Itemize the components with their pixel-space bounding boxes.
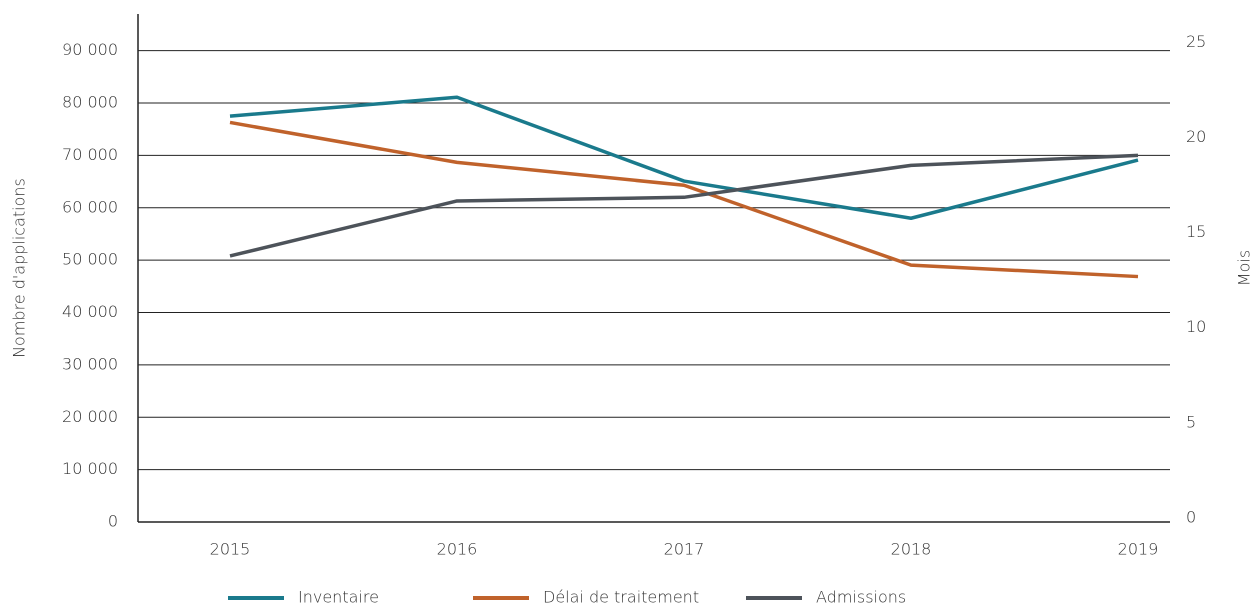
series-line: [229, 120, 1139, 279]
y2-tick-label: 0: [1186, 508, 1196, 527]
y-tick-label: 70 000: [62, 145, 118, 164]
y-tick-label: 40 000: [62, 302, 118, 321]
y2-tick-label: 10: [1186, 317, 1206, 336]
x-tick-label: 2018: [891, 540, 932, 559]
y-tick-label: 90 000: [62, 40, 118, 59]
x-tick-label: 2015: [210, 540, 251, 559]
y2-tick-label: 20: [1186, 127, 1206, 146]
y2-axis-label: Mois: [1235, 250, 1254, 286]
y2-tick-label: 25: [1186, 32, 1206, 51]
legend-label: Délai de traitement: [543, 588, 699, 607]
x-tick-label: 2019: [1118, 540, 1159, 559]
y-tick-label: 80 000: [62, 93, 118, 112]
series-line: [229, 153, 1139, 258]
x-tick-label: 2017: [664, 540, 705, 559]
y-tick-label: 30 000: [62, 354, 118, 373]
y2-tick-label: 15: [1186, 222, 1206, 241]
series-line: [229, 95, 1139, 220]
y-axis-label: Nombre d'applications: [10, 178, 29, 358]
y-tick-label: 60 000: [62, 197, 118, 216]
y-tick-label: 50 000: [62, 250, 118, 269]
y-tick-label: 10 000: [62, 459, 118, 478]
legend-label: Inventaire: [298, 588, 379, 607]
legend-label: Admissions: [816, 588, 906, 607]
y-tick-label: 20 000: [62, 407, 118, 426]
y-tick-label: 0: [108, 512, 118, 531]
x-tick-label: 2016: [437, 540, 478, 559]
y2-tick-label: 5: [1186, 412, 1196, 431]
